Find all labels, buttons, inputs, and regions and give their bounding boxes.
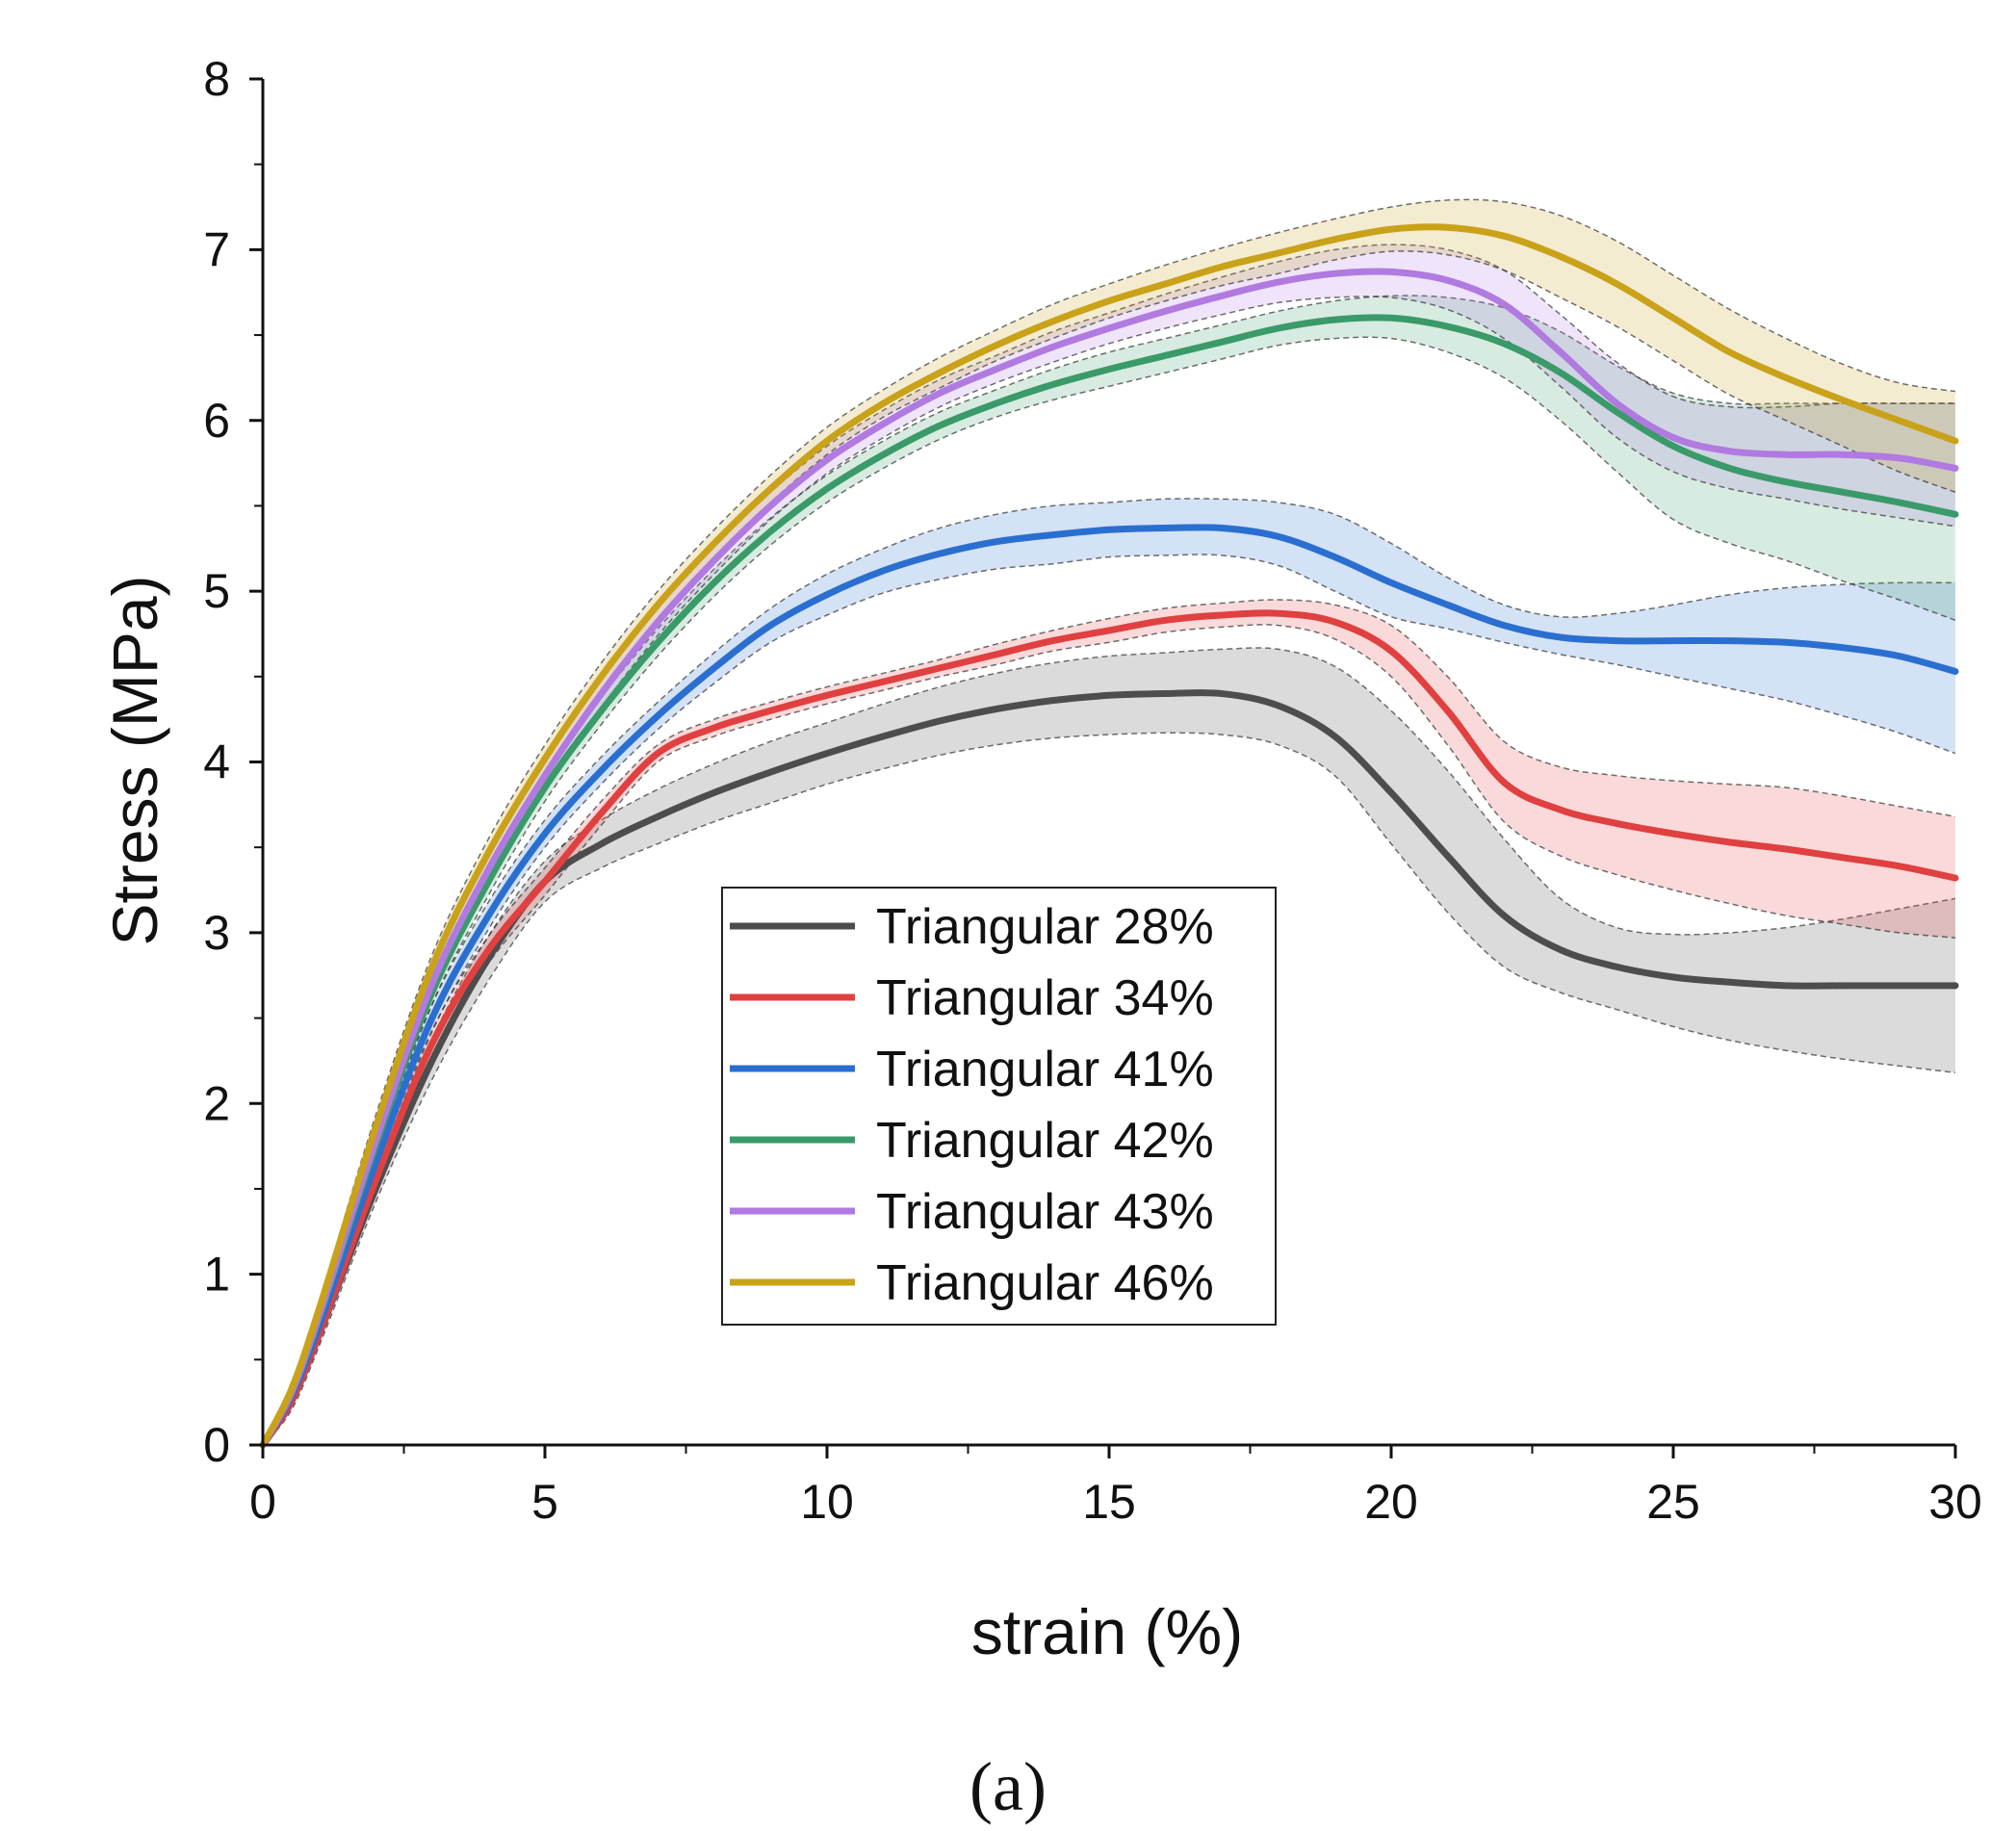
series-line-triangular-28 [259, 689, 1959, 1449]
band-lower-triangular-34 [262, 624, 1956, 1446]
band-upper-triangular-46 [262, 198, 1956, 1446]
y-tick-label: 6 [203, 394, 230, 448]
x-tick-label: 20 [1364, 1475, 1418, 1529]
legend-label-triangular-42: Triangular 42% [876, 1113, 1214, 1169]
legend: Triangular 28% Triangular 34% Triangular 4… [721, 887, 1277, 1326]
legend-label-triangular-46: Triangular 46% [876, 1255, 1214, 1311]
x-tick-label: 25 [1646, 1475, 1700, 1529]
panel-label: (a) [969, 1748, 1047, 1825]
x-tick-label: 0 [249, 1475, 276, 1529]
legend-label-triangular-34: Triangular 34% [876, 970, 1214, 1026]
band-lower-triangular-28 [262, 732, 1956, 1446]
x-tick-label: 30 [1928, 1475, 1982, 1529]
y-tick-label: 3 [203, 906, 230, 960]
legend-label-triangular-41: Triangular 41% [876, 1042, 1214, 1097]
y-tick-label: 0 [203, 1418, 230, 1472]
y-tick-label: 1 [203, 1248, 230, 1302]
band-lower-triangular-42 [262, 336, 1956, 1446]
x-tick-label: 5 [531, 1475, 558, 1529]
band-upper-triangular-28 [262, 647, 1956, 1446]
band-triangular-34 [263, 599, 1955, 1445]
band-triangular-42 [263, 296, 1955, 1445]
band-lower-triangular-41 [262, 554, 1956, 1446]
series-line-triangular-43 [259, 268, 1959, 1449]
band-lower-triangular-46 [262, 250, 1956, 1446]
x-tick-label: 15 [1082, 1475, 1136, 1529]
y-tick-label: 2 [203, 1076, 230, 1130]
y-tick-label: 8 [203, 52, 230, 106]
y-axis-title: Stress (MPa) [99, 575, 170, 945]
y-tick-label: 5 [203, 564, 230, 618]
legend-box [721, 887, 1277, 1326]
legend-label-triangular-28: Triangular 28% [876, 899, 1214, 955]
y-tick-label: 4 [203, 735, 230, 789]
x-tick-label: 10 [800, 1475, 854, 1529]
series-lines [259, 223, 1959, 1449]
series-line-triangular-34 [259, 609, 1959, 1449]
series-line-triangular-46 [259, 223, 1959, 1449]
y-tick-label: 7 [203, 222, 230, 276]
axes: 0 5 10 15 20 25 30 0 1 2 3 4 5 6 7 8 [203, 52, 1982, 1529]
series-line-triangular-42 [259, 314, 1959, 1449]
band-triangular-41 [263, 498, 1955, 1445]
series-line-triangular-41 [259, 524, 1959, 1449]
x-axis-title: strain (%) [971, 1596, 1243, 1667]
legend-label-triangular-43: Triangular 43% [876, 1184, 1214, 1240]
